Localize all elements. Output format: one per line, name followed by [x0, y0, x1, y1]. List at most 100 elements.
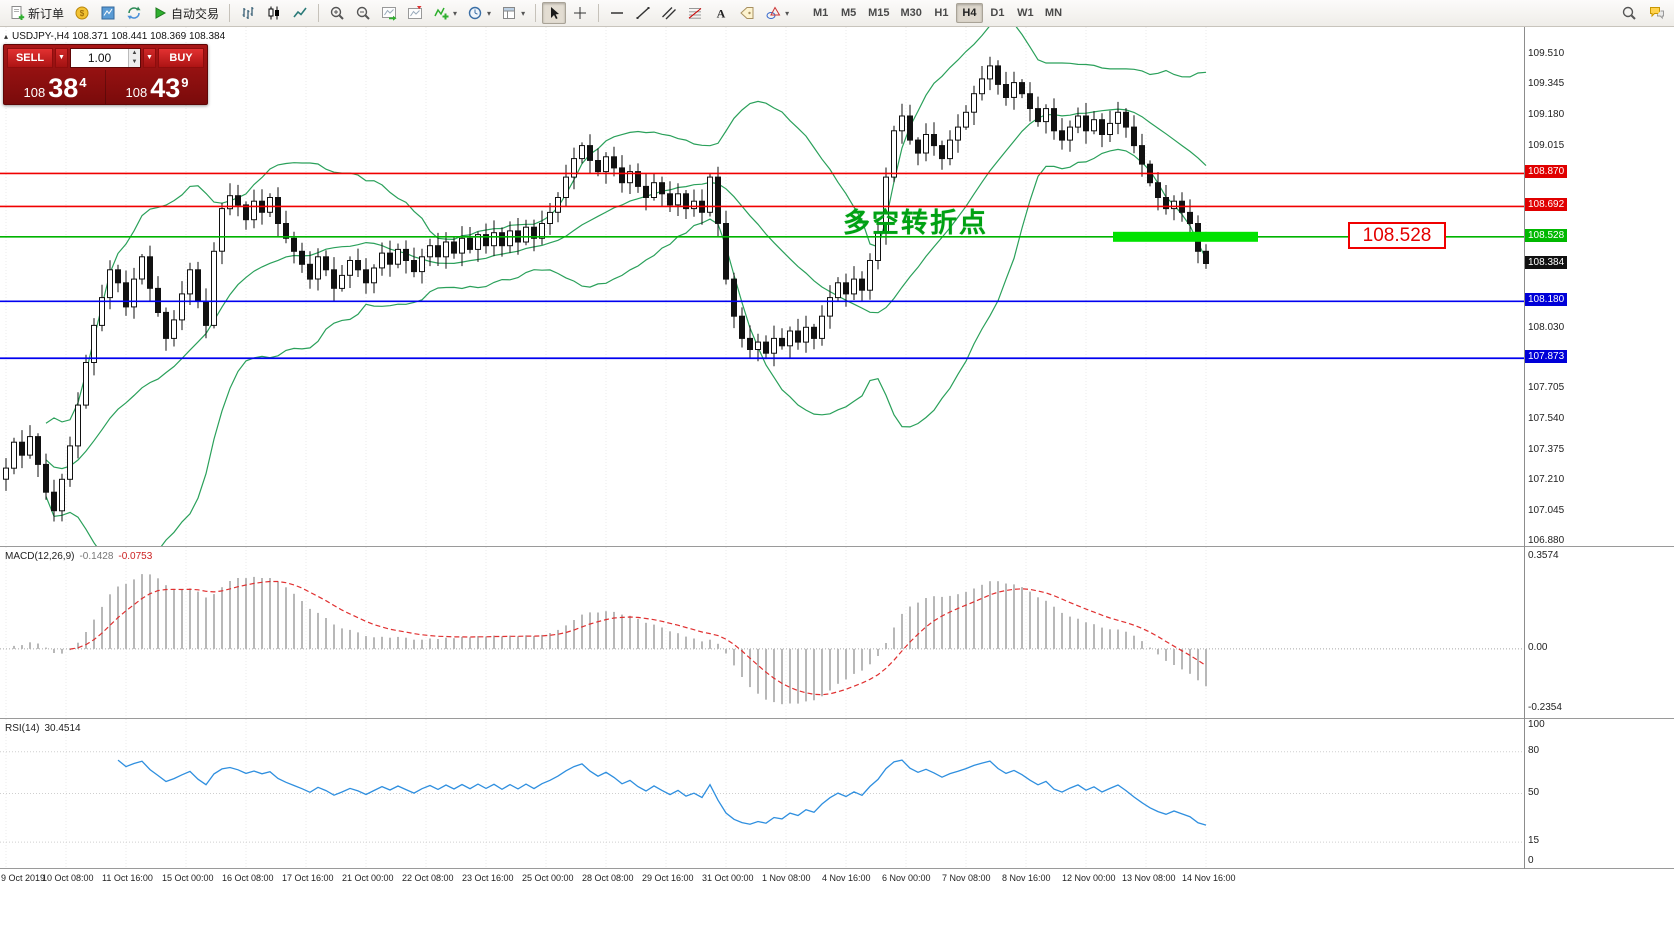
templates-icon — [503, 7, 516, 19]
market-watch-button[interactable] — [96, 2, 120, 24]
axis-separator-line — [1524, 27, 1525, 869]
trade-panel-toggle-icon[interactable]: ▴ — [4, 32, 9, 41]
time-axis-label: 11 Oct 16:00 — [102, 873, 153, 883]
community-button[interactable] — [1645, 2, 1669, 24]
time-axis-label: 15 Oct 00:00 — [162, 873, 214, 883]
indicators-icon — [434, 7, 449, 20]
time-axis-label: 13 Nov 08:00 — [1122, 873, 1176, 883]
rsi-axis-label: 15 — [1528, 835, 1540, 847]
zoom-in-button[interactable] — [325, 2, 349, 24]
zoom-in-icon — [330, 6, 344, 20]
label-tool-button[interactable] — [735, 2, 759, 24]
rsi-axis-label: 80 — [1528, 744, 1540, 756]
sell-options-dropdown[interactable]: ▼ — [55, 47, 68, 68]
zoom-out-button[interactable] — [351, 2, 375, 24]
buy-button[interactable]: BUY — [158, 47, 204, 68]
ask-price[interactable]: 108 43 9 — [106, 70, 207, 104]
symbols-button[interactable]: $ — [70, 2, 94, 24]
timeframe-h1[interactable]: H1 — [934, 7, 949, 19]
chart-canvas[interactable] — [0, 27, 1524, 546]
price-callout-box[interactable]: 108.528 — [1348, 222, 1446, 249]
macd-header: MACD(12,26,9) -0.1428 -0.0753 — [5, 551, 152, 562]
trendline-button[interactable] — [631, 2, 655, 24]
price-axis-label: 107.705 — [1528, 382, 1565, 394]
timeframe-h4[interactable]: H4 — [955, 3, 983, 23]
timeframe-m15[interactable]: M15 — [868, 7, 890, 19]
text-tool-button[interactable]: A — [709, 2, 733, 24]
timeframe-m5[interactable]: M5 — [840, 7, 857, 19]
bar-chart-icon — [242, 7, 254, 19]
rsi-axis-label: 0 — [1528, 855, 1534, 866]
line-chart-button[interactable] — [288, 2, 312, 24]
price-axis-label: 107.375 — [1528, 443, 1565, 455]
shapes-button[interactable]: ▾ — [761, 2, 793, 24]
timeframe-w1[interactable]: W1 — [1017, 7, 1034, 19]
price-line-label: 108.384 — [1525, 255, 1568, 269]
volume-down-button[interactable]: ▼ — [129, 57, 140, 67]
toolbar-right-tools — [1617, 2, 1669, 24]
time-axis-label: 17 Oct 16:00 — [282, 873, 334, 883]
time-axis-label: 1 Nov 08:00 — [762, 873, 811, 883]
rsi-panel: RSI(14) 30.4514 100 80 50 15 0 — [0, 718, 1674, 868]
rsi-canvas[interactable] — [0, 719, 1524, 868]
fibonacci-button[interactable] — [683, 2, 707, 24]
macd-panel: MACD(12,26,9) -0.1428 -0.0753 0.3574 0.00 -0… — [0, 546, 1674, 718]
indicators-button[interactable]: ▾ — [429, 2, 461, 24]
chart-annotation-text[interactable]: 多空转折点 — [843, 208, 988, 238]
refresh-button[interactable] — [122, 2, 146, 24]
time-axis-label: 4 Nov 16:00 — [822, 873, 871, 883]
macd-canvas[interactable] — [0, 547, 1524, 718]
macd-label: MACD(12,26,9) — [5, 551, 75, 562]
cursor-icon — [551, 7, 560, 19]
buy-options-dropdown[interactable]: ▼ — [143, 47, 156, 68]
periods-button[interactable]: ▾ — [463, 2, 495, 24]
cursor-button[interactable] — [542, 2, 567, 24]
trade-widget-prices: 108 38 4 108 43 9 — [4, 70, 207, 104]
price-axis-label: 109.345 — [1528, 78, 1565, 90]
crosshair-icon — [574, 7, 587, 19]
new-order-button[interactable]: 新订单 — [5, 2, 68, 24]
dropdown-arrow-icon: ▾ — [785, 8, 790, 18]
symbol-ohlc-text: USDJPY-,H4 108.371 108.441 108.369 108.3… — [12, 31, 226, 42]
macd-axis: 0.3574 0.00 -0.2354 — [1528, 547, 1672, 718]
periods-clock-icon — [468, 6, 482, 20]
timeframe-m1[interactable]: M1 — [812, 7, 829, 19]
toolbar-separator — [318, 4, 320, 22]
price-axis-label: 109.180 — [1528, 108, 1565, 120]
time-axis-label: 31 Oct 00:00 — [702, 873, 754, 883]
volume-input[interactable]: 1.00 ▲ ▼ — [70, 47, 141, 68]
candlestick-chart-button[interactable] — [262, 2, 286, 24]
autotrading-label: 自动交易 — [171, 6, 220, 21]
time-axis-label: 6 Nov 00:00 — [882, 873, 931, 883]
shapes-icon — [766, 6, 781, 19]
time-axis-label: 9 Oct 2019 — [1, 873, 46, 883]
crosshair-button[interactable] — [568, 2, 592, 24]
auto-scroll-button[interactable] — [377, 2, 401, 24]
rsi-value: 30.4514 — [44, 723, 81, 734]
time-axis-label: 23 Oct 16:00 — [462, 873, 514, 883]
chart-shift-button[interactable] — [403, 2, 427, 24]
volume-value: 1.00 — [87, 50, 112, 65]
rsi-axis: 100 80 50 15 0 — [1528, 719, 1672, 868]
time-axis[interactable]: 9 Oct 2019 10 Oct 08:00 11 Oct 16:00 15 Oct… — [0, 868, 1674, 890]
sell-button[interactable]: SELL — [7, 47, 53, 68]
equidistant-channel-icon — [662, 7, 677, 20]
volume-up-button[interactable]: ▲ — [129, 48, 140, 58]
autotrading-button[interactable]: 自动交易 — [148, 2, 223, 24]
equidistant-channel-button[interactable] — [657, 2, 681, 24]
symbol-header: ▴ USDJPY-,H4 108.371 108.441 108.369 108… — [4, 31, 225, 42]
horizontal-line-button[interactable] — [605, 2, 629, 24]
templates-button[interactable]: ▾ — [497, 2, 529, 24]
price-axis[interactable]: 109.510 109.345 109.180 109.015 108.030 107.7… — [1525, 27, 1672, 546]
timeframe-m30[interactable]: M30 — [900, 7, 922, 19]
auto-scroll-icon — [382, 7, 397, 21]
bars-chart-button[interactable] — [236, 2, 260, 24]
time-axis-label: 28 Oct 08:00 — [582, 873, 634, 883]
bid-prefix: 108 — [23, 84, 46, 100]
timeframe-mn[interactable]: MN — [1044, 7, 1063, 19]
bid-price[interactable]: 108 38 4 — [4, 70, 106, 104]
trendline-icon — [636, 7, 650, 19]
search-button[interactable] — [1617, 2, 1641, 24]
svg-text:A: A — [717, 7, 726, 21]
timeframe-d1[interactable]: D1 — [990, 7, 1005, 19]
